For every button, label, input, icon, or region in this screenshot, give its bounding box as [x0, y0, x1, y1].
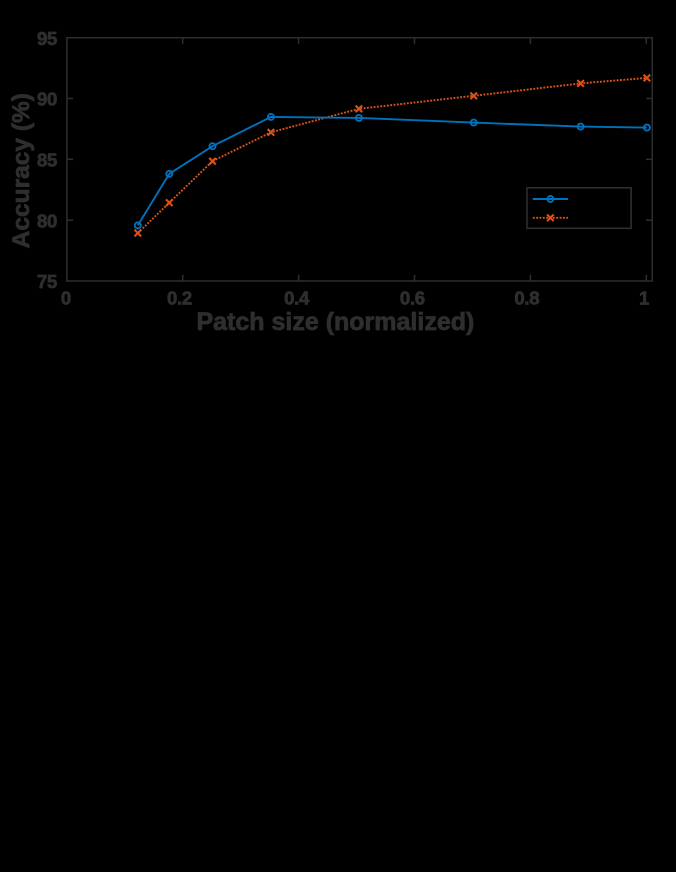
svg-text:90: 90 [37, 89, 57, 110]
svg-text:Accuracy (%): Accuracy (%) [8, 93, 35, 248]
svg-text:Patch size (normalized): Patch size (normalized) [196, 308, 474, 336]
svg-text:0.6: 0.6 [400, 287, 425, 308]
svg-text:1: 1 [639, 287, 649, 308]
svg-text:0.2: 0.2 [167, 287, 192, 308]
svg-text:0.8: 0.8 [514, 287, 539, 308]
svg-text:0: 0 [61, 287, 71, 308]
svg-text:0.4: 0.4 [284, 287, 310, 308]
svg-text:85: 85 [37, 150, 57, 171]
svg-text:95: 95 [37, 28, 57, 49]
svg-text:80: 80 [37, 210, 57, 231]
svg-text:75: 75 [37, 271, 57, 292]
